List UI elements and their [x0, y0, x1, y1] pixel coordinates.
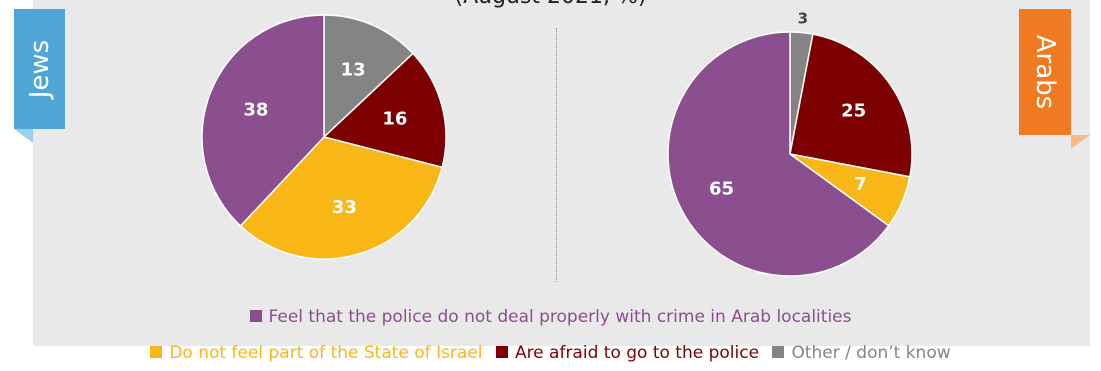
bottom-strip	[0, 346, 1101, 371]
legend-row-1: Feel that the police do not deal properl…	[0, 307, 1101, 327]
legend-item: Do not feel part of the State of Israel	[150, 343, 483, 363]
pie-charts: 13 16 33 38 3 25 7 65	[201, 10, 913, 277]
chart-divider	[556, 28, 557, 282]
legend-label: Are afraid to go to the police	[514, 343, 760, 363]
jews-tag-fold	[14, 129, 33, 143]
arabs-tag-fold	[1071, 135, 1090, 149]
legend-swatch	[249, 310, 262, 322]
pie-jews: 13 16 33 38	[201, 14, 447, 260]
jews-tag: Jews	[14, 9, 65, 129]
legend-item: Are afraid to go to the police	[495, 343, 760, 363]
slice-value-label: 3	[798, 10, 808, 28]
legend-label: Do not feel part of the State of Israel	[169, 343, 483, 363]
slice-value-label: 16	[382, 108, 407, 129]
slice-value-label: 33	[332, 197, 357, 218]
legend-item: Feel that the police do not deal properl…	[249, 307, 852, 327]
pie-slice	[667, 31, 890, 277]
arabs-tag: Arabs	[1019, 9, 1071, 135]
slice-value-label: 25	[841, 100, 866, 121]
pie-slice	[789, 33, 913, 178]
legend-swatch	[150, 346, 163, 358]
legend-swatch	[772, 346, 785, 358]
legend-row-2: Do not feel part of the State of Israel …	[0, 343, 1101, 363]
pie-slice	[201, 14, 325, 227]
pie-slice	[323, 14, 414, 139]
legend-swatch	[495, 346, 508, 358]
slice-value-label: 7	[854, 174, 867, 195]
slice-value-label: 65	[709, 178, 734, 199]
legend-label: Other / don’t know	[791, 343, 951, 363]
slice-value-label: 38	[243, 100, 268, 121]
pie-arabs: 3 25 7 65	[667, 10, 913, 277]
pie-slice	[239, 136, 444, 260]
slice-value-label: 13	[341, 59, 366, 80]
legend-item: Other / don’t know	[772, 343, 951, 363]
chart-subtitle: (August 2021, %)	[0, 0, 1101, 9]
legend-label: Feel that the police do not deal properl…	[268, 307, 852, 327]
pie-slice	[322, 52, 447, 169]
